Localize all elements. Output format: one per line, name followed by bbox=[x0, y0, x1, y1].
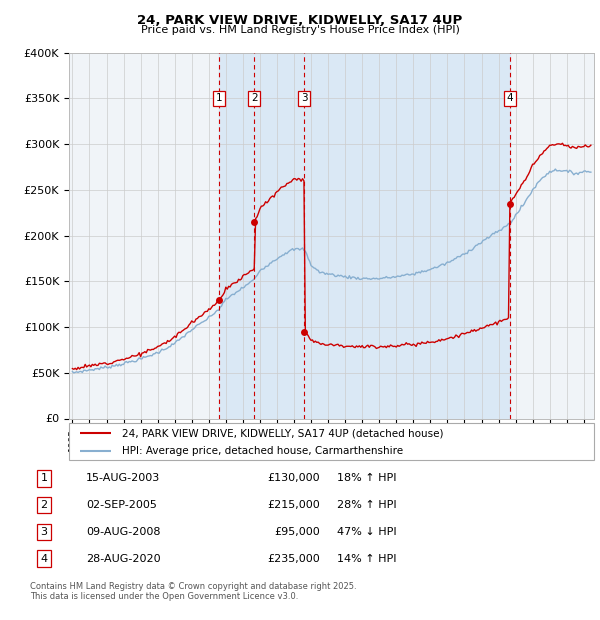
Text: 1: 1 bbox=[216, 94, 223, 104]
Text: 02-SEP-2005: 02-SEP-2005 bbox=[86, 500, 157, 510]
Text: 3: 3 bbox=[40, 527, 47, 537]
Text: 47% ↓ HPI: 47% ↓ HPI bbox=[337, 527, 397, 537]
Text: 24, PARK VIEW DRIVE, KIDWELLY, SA17 4UP: 24, PARK VIEW DRIVE, KIDWELLY, SA17 4UP bbox=[137, 14, 463, 27]
Text: 2: 2 bbox=[251, 94, 257, 104]
Text: HPI: Average price, detached house, Carmarthenshire: HPI: Average price, detached house, Carm… bbox=[121, 446, 403, 456]
Text: 4: 4 bbox=[40, 554, 47, 564]
Text: 18% ↑ HPI: 18% ↑ HPI bbox=[337, 473, 397, 484]
Text: 09-AUG-2008: 09-AUG-2008 bbox=[86, 527, 160, 537]
FancyBboxPatch shape bbox=[69, 423, 594, 460]
Text: 1: 1 bbox=[40, 473, 47, 484]
Text: Contains HM Land Registry data © Crown copyright and database right 2025.
This d: Contains HM Land Registry data © Crown c… bbox=[30, 582, 356, 601]
Text: £130,000: £130,000 bbox=[268, 473, 320, 484]
Text: £215,000: £215,000 bbox=[268, 500, 320, 510]
Bar bbox=[220, 53, 509, 419]
Text: £235,000: £235,000 bbox=[268, 554, 320, 564]
Text: 24, PARK VIEW DRIVE, KIDWELLY, SA17 4UP (detached house): 24, PARK VIEW DRIVE, KIDWELLY, SA17 4UP … bbox=[121, 428, 443, 438]
Text: 4: 4 bbox=[506, 94, 513, 104]
Text: 15-AUG-2003: 15-AUG-2003 bbox=[86, 473, 160, 484]
Text: 3: 3 bbox=[301, 94, 308, 104]
Text: Price paid vs. HM Land Registry's House Price Index (HPI): Price paid vs. HM Land Registry's House … bbox=[140, 25, 460, 35]
Text: 2: 2 bbox=[40, 500, 47, 510]
Text: £95,000: £95,000 bbox=[274, 527, 320, 537]
Text: 28% ↑ HPI: 28% ↑ HPI bbox=[337, 500, 397, 510]
Text: 28-AUG-2020: 28-AUG-2020 bbox=[86, 554, 160, 564]
Text: 14% ↑ HPI: 14% ↑ HPI bbox=[337, 554, 397, 564]
